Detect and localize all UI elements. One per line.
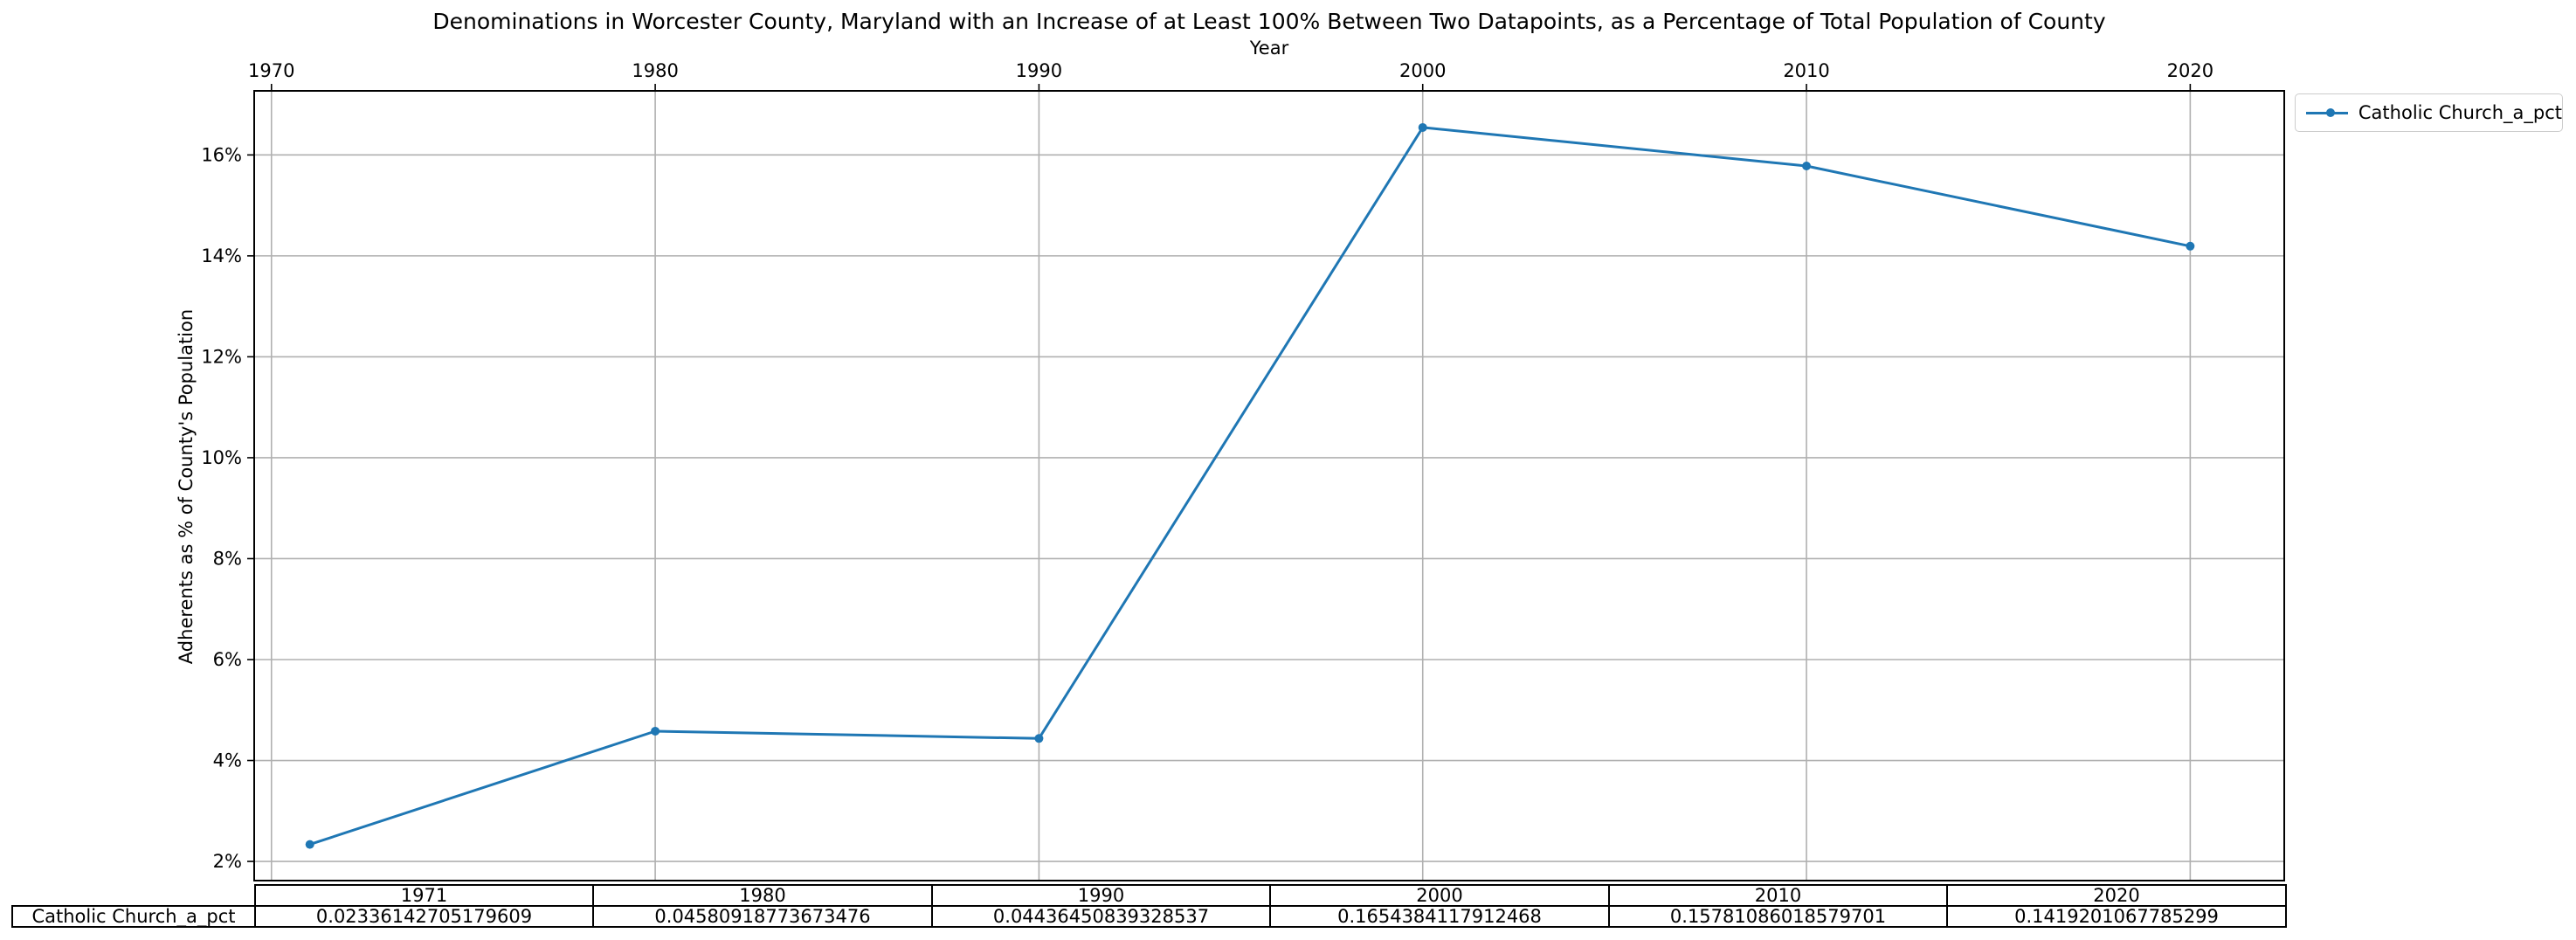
table-col-header: 1990	[931, 884, 1271, 907]
y-axis-label: Adherents as % of County's Population	[176, 309, 197, 664]
y-tick-label: 10%	[201, 447, 242, 468]
legend-label-catholic-church: Catholic Church_a_pct	[2358, 102, 2562, 123]
data-point	[1418, 122, 1427, 132]
table-cell: 0.1419201067785299	[1946, 905, 2287, 928]
y-tick-label: 16%	[201, 144, 242, 165]
data-table: 1971 1980 1990 2000 2010 2020 Catholic C…	[11, 884, 2287, 928]
table-col-header: 1971	[254, 884, 594, 907]
y-tick-label: 4%	[213, 750, 242, 771]
x-tick-label: 2020	[2167, 60, 2213, 81]
axis-ticks: 1970 1980 1990 2000 2010 2020 2% 4% 6% 8% 10% 12% 14…	[201, 60, 2213, 872]
x-tick-label: 1990	[1016, 60, 1062, 81]
series-layer	[305, 122, 2195, 849]
y-tick-label: 8%	[213, 548, 242, 569]
table-row-label: Catholic Church_a_pct	[11, 905, 256, 928]
data-point	[1034, 734, 1044, 743]
data-point	[2186, 241, 2195, 251]
table-corner	[12, 885, 255, 906]
x-tick-label: 2000	[1399, 60, 1446, 81]
table-cell: 0.02336142705179609	[254, 905, 594, 928]
legend-swatch	[2306, 104, 2348, 121]
table-cell: 0.04436450839328537	[931, 905, 1271, 928]
chart-title: Denominations in Worcester County, Maryl…	[432, 9, 2105, 34]
data-point	[305, 840, 314, 849]
data-point	[651, 726, 660, 736]
x-axis-label: Year	[1249, 38, 1289, 59]
table-col-header: 2020	[1946, 884, 2287, 907]
y-tick-label: 14%	[201, 245, 242, 266]
data-point	[1802, 162, 1812, 171]
table-cell: 0.04580918773673476	[592, 905, 933, 928]
table-row: Catholic Church_a_pct 0.0233614270517960…	[11, 905, 2287, 928]
x-tick-label: 2010	[1783, 60, 1829, 81]
x-tick-label: 1980	[632, 60, 678, 81]
table-col-header: 2010	[1608, 884, 1948, 907]
table-header-row: 1971 1980 1990 2000 2010 2020	[12, 884, 2287, 907]
table-col-header: 1980	[592, 884, 933, 907]
x-tick-label: 1970	[248, 60, 294, 81]
plot-frame	[253, 90, 2285, 881]
series-line	[309, 126, 2191, 847]
y-tick-label: 2%	[213, 851, 242, 872]
table-col-header: 2000	[1269, 884, 1610, 907]
legend: Catholic Church_a_pct	[2295, 93, 2563, 132]
table-cell: 0.1654384117912468	[1269, 905, 1610, 928]
grid	[254, 91, 2284, 881]
table-cell: 0.15781086018579701	[1608, 905, 1948, 928]
y-tick-label: 6%	[213, 649, 242, 670]
y-tick-label: 12%	[201, 346, 242, 367]
